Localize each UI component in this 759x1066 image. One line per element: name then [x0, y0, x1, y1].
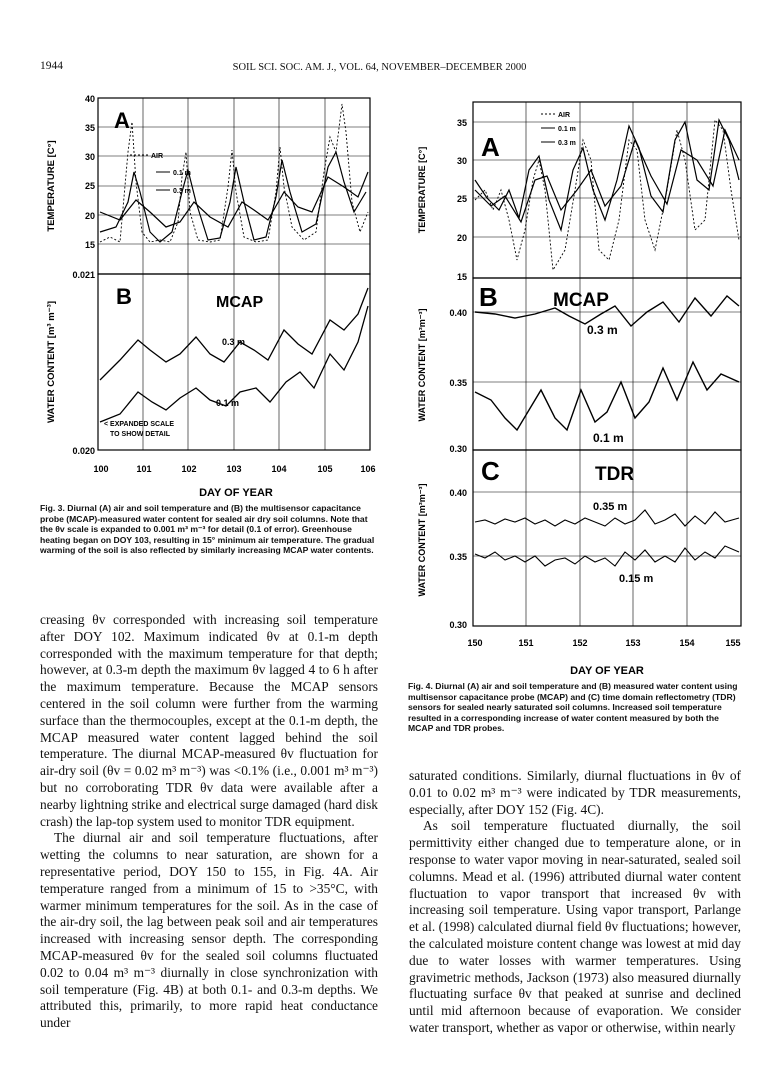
fig4-mcap-0.1m-line: [474, 360, 740, 432]
fig3-mcap-0.3m-line: [99, 287, 369, 381]
fig4-xtick: 154: [679, 638, 694, 648]
fig4-label-0.3m: 0.3 m: [587, 323, 618, 337]
fig3-soil-0.3m-line: [99, 171, 369, 228]
fig4-mcap-0.3m-line: [474, 295, 740, 328]
fig3-a-ytick: 35: [85, 123, 95, 133]
figure-4: 35 30 25 20 15 0.40 0.35 0.30 0.40 0.35 …: [417, 101, 742, 677]
fig3-caption-text: Diurnal (A) air and soil temperature and…: [40, 503, 375, 556]
left-column-text: creasing θv corresponded with increasing…: [40, 612, 378, 1032]
fig3-xtick: 102: [181, 464, 196, 474]
fig3-a-ytick: 40: [85, 94, 95, 104]
fig4-caption: Fig. 4. Diurnal (A) air and soil tempera…: [408, 681, 740, 734]
fig4-b-title: MCAP: [553, 290, 609, 311]
paragraph: The diurnal air and soil temperature flu…: [40, 830, 378, 1031]
fig3-b-letter: B: [116, 284, 132, 309]
paragraph: As soil temperature fluctuated diurnally…: [409, 818, 741, 1035]
fig3-b-ytick: 0.021: [72, 270, 95, 280]
fig3-b-ylabel: WATER CONTENT [m³ m⁻³]: [46, 301, 57, 423]
fig3-air-temperature-line: [99, 103, 369, 243]
fig4-c-ytick: 0.35: [449, 552, 467, 562]
fig3-a-letter: A: [114, 108, 130, 133]
fig4-a-letter: A: [481, 132, 500, 162]
fig3-b-ytick: 0.020: [72, 446, 95, 456]
fig4-label-0.35m: 0.35 m: [593, 501, 627, 513]
figure-3: 40 35 30 25 20 15 0.021 0.020 TEMPERATUR…: [46, 94, 376, 499]
fig3-b-title: MCAP: [216, 294, 263, 311]
fig4-tdr-0.35m-line: [474, 509, 740, 527]
paragraph: creasing θv corresponded with increasing…: [40, 612, 378, 829]
right-column-text: saturated conditions. Similarly, diurnal…: [409, 768, 741, 1037]
fig4-a-ytick: 35: [457, 118, 467, 128]
page-number: 1944: [40, 60, 63, 72]
fig4-panel-a-frame: [472, 101, 742, 279]
fig3-a-ylabel: TEMPERATURE [C°]: [46, 140, 57, 231]
fig4-b-ytick: 0.40: [449, 308, 467, 318]
fig4-b-ylabel: WATER CONTENT [m³m⁻³]: [417, 308, 427, 421]
fig4-b-ytick: 0.35: [449, 378, 467, 388]
fig4-xtick: 152: [572, 638, 587, 648]
fig4-tdr-0.15m-line: [474, 545, 740, 567]
fig4-label-0.1m: 0.1 m: [593, 431, 624, 445]
fig4-a-ytick: 20: [457, 233, 467, 243]
fig3-xtick: 104: [271, 464, 286, 474]
fig4-b-ytick: 0.30: [449, 444, 467, 454]
fig4-xtick: 150: [467, 638, 482, 648]
fig3-xtick: 106: [360, 464, 375, 474]
fig4-air-temperature-line: [474, 118, 740, 272]
fig3-a-ytick: 20: [85, 211, 95, 221]
fig4-xlabel: DAY OF YEAR: [570, 665, 644, 677]
fig3-caption-label: Fig. 3.: [40, 503, 65, 513]
fig4-b-letter: B: [479, 282, 498, 312]
fig4-a-ylabel: TEMPERATURE [C°]: [417, 147, 427, 233]
fig3-legend-0.3m: 0.3 m: [173, 188, 191, 195]
fig3-note-1: < EXPANDED SCALE: [104, 421, 174, 428]
fig3-xtick: 105: [317, 464, 332, 474]
fig4-c-ytick: 0.40: [449, 488, 467, 498]
fig4-legend-0.3m: 0.3 m: [558, 140, 576, 147]
fig4-soil-0.3m-line: [474, 128, 740, 224]
fig3-mcap-0.1m-line: [99, 305, 369, 423]
fig3-label-0.1m: 0.1 m: [216, 398, 239, 408]
fig4-c-title: TDR: [595, 464, 634, 485]
fig3-a-ytick: 15: [85, 240, 95, 250]
running-title: SOIL SCI. SOC. AM. J., VOL. 64, NOVEMBER…: [232, 62, 527, 73]
fig4-c-ytick: 0.30: [449, 620, 467, 630]
fig4-c-ylabel: WATER CONTENT [m³m⁻³]: [417, 483, 427, 596]
fig3-note-2: TO SHOW DETAIL: [110, 431, 171, 438]
fig4-a-ytick: 15: [457, 272, 467, 282]
fig3-a-ytick: 25: [85, 181, 95, 191]
fig3-legend-0.1m: 0.1 m: [173, 170, 191, 177]
fig4-soil-0.1m-line: [474, 118, 740, 233]
fig3-xtick: 100: [93, 464, 108, 474]
fig4-xtick: 155: [725, 638, 740, 648]
fig4-panel-c-frame: [472, 449, 742, 627]
fig3-xlabel: DAY OF YEAR: [199, 487, 273, 499]
paragraph: saturated conditions. Similarly, diurnal…: [409, 768, 741, 817]
fig4-xtick: 153: [625, 638, 640, 648]
fig4-xtick: 151: [518, 638, 533, 648]
fig4-c-letter: C: [481, 456, 500, 486]
fig3-legend-air: AIR: [151, 153, 163, 160]
fig4-caption-label: Fig. 4.: [408, 681, 433, 691]
fig3-a-ytick: 30: [85, 152, 95, 162]
fig3-label-0.3m: 0.3 m: [222, 337, 245, 347]
fig4-label-0.15m: 0.15 m: [619, 573, 653, 585]
fig3-xtick: 101: [136, 464, 151, 474]
fig3-soil-0.1m-line: [99, 150, 367, 243]
fig3-xtick: 103: [226, 464, 241, 474]
fig4-legend-0.1m: 0.1 m: [558, 126, 576, 133]
fig4-a-ytick: 25: [457, 194, 467, 204]
fig4-caption-text: Diurnal (A) air and soil temperature and…: [408, 681, 738, 734]
fig4-a-ytick: 30: [457, 156, 467, 166]
fig4-legend-air: AIR: [558, 112, 570, 119]
fig3-caption: Fig. 3. Diurnal (A) air and soil tempera…: [40, 503, 380, 556]
